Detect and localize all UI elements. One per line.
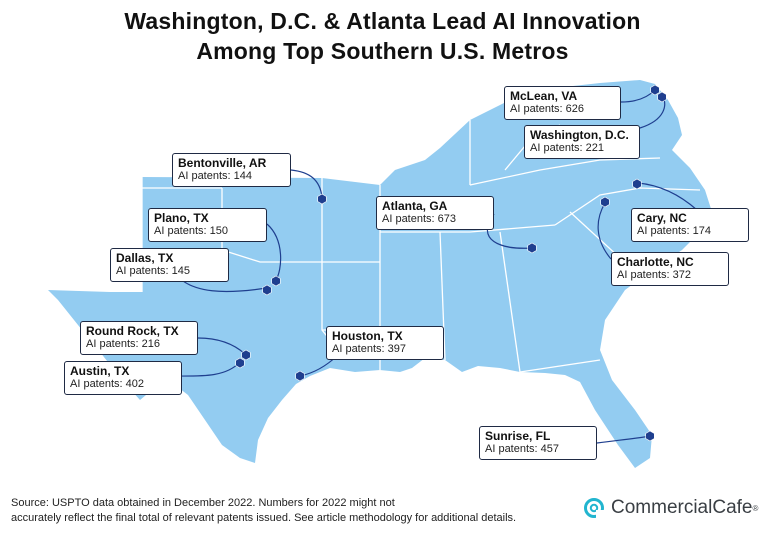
commercialcafe-logo-icon: [584, 498, 604, 518]
patent-count: AI patents: 174: [637, 225, 711, 237]
label-bentonville: Bentonville, AR AI patents: 144: [172, 153, 291, 187]
label-dallas: Dallas, TX AI patents: 145: [110, 248, 229, 282]
patent-count: AI patents: 397: [332, 343, 406, 355]
patent-count: AI patents: 216: [86, 338, 160, 350]
marker-charlotte[interactable]: [600, 196, 610, 208]
patent-count: AI patents: 145: [116, 265, 190, 277]
label-atlanta: Atlanta, GA AI patents: 673: [376, 196, 494, 230]
brand-logo[interactable]: CommercialCafe ®: [583, 497, 758, 519]
label-washington: Washington, D.C. AI patents: 221: [524, 125, 640, 159]
patent-count: AI patents: 457: [485, 443, 559, 455]
label-mclean: McLean, VA AI patents: 626: [504, 86, 621, 120]
marker-plano[interactable]: [271, 275, 281, 287]
marker-washington[interactable]: [657, 91, 667, 103]
patent-count: AI patents: 150: [154, 225, 228, 237]
marker-atlanta[interactable]: [527, 242, 537, 254]
source-line-2: accurately reflect the final total of re…: [11, 512, 517, 524]
label-cary: Cary, NC AI patents: 174: [631, 208, 749, 242]
marker-sunrise[interactable]: [645, 430, 655, 442]
brand-name: CommercialCafe: [611, 497, 753, 518]
southern-us-map: [48, 80, 712, 468]
label-roundrock: Round Rock, TX AI patents: 216: [80, 321, 198, 355]
marker-bentonville[interactable]: [317, 193, 327, 205]
marker-roundrock[interactable]: [241, 349, 251, 361]
metro-name: Plano, TX: [154, 211, 209, 225]
page-title: Washington, D.C. & Atlanta Lead AI Innov…: [124, 8, 641, 34]
metro-name: Bentonville, AR: [178, 156, 267, 170]
metro-name: Cary, NC: [637, 211, 687, 225]
metro-name: Atlanta, GA: [382, 199, 448, 213]
source-line-1: Source: USPTO data obtained in December …: [11, 497, 395, 509]
metro-name: Washington, D.C.: [530, 128, 629, 142]
patent-count: AI patents: 673: [382, 213, 456, 225]
marker-dallas[interactable]: [262, 284, 272, 296]
page-subtitle: Among Top Southern U.S. Metros: [196, 38, 569, 64]
label-sunrise: Sunrise, FL AI patents: 457: [479, 426, 597, 460]
label-austin: Austin, TX AI patents: 402: [64, 361, 182, 395]
label-charlotte: Charlotte, NC AI patents: 372: [611, 252, 729, 286]
source-note: Source: USPTO data obtained in December …: [11, 496, 516, 526]
metro-name: Charlotte, NC: [617, 255, 694, 269]
patent-count: AI patents: 402: [70, 378, 144, 390]
patent-count: AI patents: 144: [178, 170, 252, 182]
metro-name: Austin, TX: [70, 364, 130, 378]
marker-cary[interactable]: [632, 178, 642, 190]
patent-count: AI patents: 626: [510, 103, 584, 115]
patent-count: AI patents: 372: [617, 269, 691, 281]
marker-houston[interactable]: [295, 370, 305, 382]
label-houston: Houston, TX AI patents: 397: [326, 326, 444, 360]
metro-name: Houston, TX: [332, 329, 403, 343]
patent-count: AI patents: 221: [530, 142, 604, 154]
registered-mark: ®: [752, 503, 759, 513]
metro-name: Round Rock, TX: [86, 324, 179, 338]
metro-name: Sunrise, FL: [485, 429, 551, 443]
marker-austin[interactable]: [235, 357, 245, 369]
marker-mclean[interactable]: [650, 84, 660, 96]
metro-name: McLean, VA: [510, 89, 578, 103]
metro-name: Dallas, TX: [116, 251, 174, 265]
label-plano: Plano, TX AI patents: 150: [148, 208, 267, 242]
